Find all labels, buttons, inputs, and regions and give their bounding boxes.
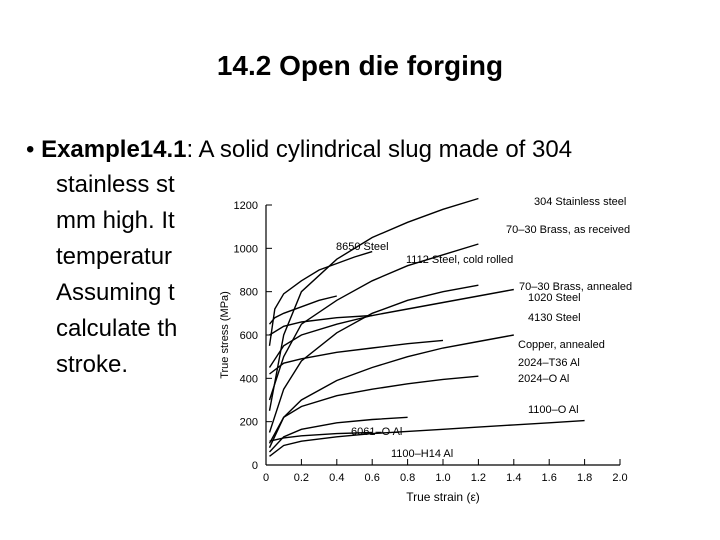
series-line: [269, 339, 444, 375]
y-tick-label: 1000: [234, 243, 258, 255]
series-line: [269, 314, 373, 336]
series-line: [268, 288, 514, 368]
series-label: 1112 Steel, cold rolled: [406, 254, 513, 266]
series-line: [269, 431, 373, 442]
series-line: [268, 416, 408, 453]
y-tick-label: 400: [240, 373, 258, 385]
series-label: Copper, annealed: [518, 339, 605, 351]
bullet-glyph: •: [26, 136, 35, 163]
text-line-5: Assuming t: [56, 279, 175, 306]
series-label: 6061–O Al: [351, 426, 402, 438]
series-line: [268, 284, 479, 433]
x-tick-label: 0: [263, 472, 269, 484]
y-axis-label: True stress (MPa): [219, 291, 231, 379]
x-tick-label: 2.0: [612, 472, 627, 484]
x-axis-label: True strain (ε): [406, 490, 480, 504]
chart-svg: 0 200 400 600 800 1000 1200 0 0.2 0.4 0.6 0.8 1.0 1.2…: [219, 196, 632, 504]
bullet-line-1: • Example14.1: A solid cylindrical slug …: [26, 136, 572, 164]
series-line: [268, 295, 337, 325]
y-tick-label: 0: [252, 460, 258, 472]
x-tick-label: 1.8: [577, 472, 592, 484]
series-label: 1100–O Al: [528, 404, 579, 416]
text-line-4: temperatur: [56, 243, 173, 270]
y-tick-label: 800: [240, 287, 258, 299]
text-line-7: stroke.: [56, 351, 129, 378]
x-tick-label: 1.4: [506, 472, 521, 484]
text-line-6: calculate th: [56, 315, 178, 342]
x-tick-label: 1.0: [435, 472, 450, 484]
series-line: [268, 197, 479, 411]
series-label: 8650 Steel: [336, 241, 389, 253]
series-line: [268, 243, 479, 401]
series-label: 1100–H14 Al: [391, 448, 453, 460]
x-tick-label: 0.2: [294, 472, 309, 484]
x-tick-label: 0.4: [329, 472, 344, 484]
series-label: 4130 Steel: [528, 312, 581, 324]
series-label: 2024–T36 Al: [518, 357, 580, 369]
series-label: 70–30 Brass, annealed: [519, 281, 632, 293]
stress-strain-chart: 0 200 400 600 800 1000 1200 0 0.2 0.4 0.6 0.8 1.0 1.2…: [206, 185, 640, 510]
y-tick-label: 200: [240, 417, 258, 429]
series-label: 70–30 Brass, as received: [506, 224, 630, 236]
example-text: : A solid cylindrical slug made of 304: [186, 136, 573, 163]
series-label: 304 Stainless steel: [534, 196, 626, 208]
series-line: [268, 334, 514, 448]
series-label: 1020 Steel: [528, 292, 581, 304]
series-line: [268, 375, 479, 444]
text-line-2: stainless st: [56, 171, 175, 198]
y-tick-label: 1200: [234, 200, 258, 212]
y-tick-label: 600: [240, 330, 258, 342]
x-tick-label: 1.6: [542, 472, 557, 484]
x-tick-label: 1.2: [471, 472, 486, 484]
slide-title: 14.2 Open die forging: [216, 50, 504, 81]
example-label: Example14.1: [41, 136, 187, 163]
series-label: 2024–O Al: [518, 373, 569, 385]
x-tick-label: 0.6: [365, 472, 380, 484]
x-tick-label: 0.8: [400, 472, 415, 484]
series-line: [268, 250, 373, 346]
series-line: [269, 419, 585, 457]
text-line-3: mm high. It: [56, 207, 175, 234]
